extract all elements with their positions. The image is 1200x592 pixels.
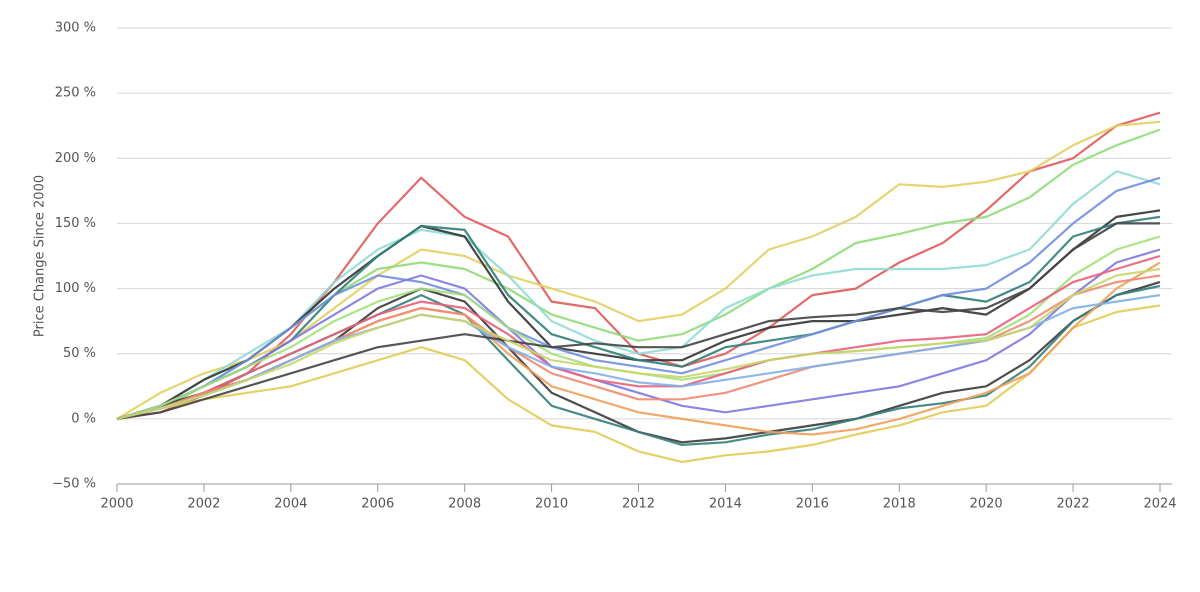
x-tick-label: 2024 (1143, 497, 1176, 512)
series-line (116, 176, 1161, 420)
y-tick-label: 150 % (55, 216, 96, 231)
y-tick-label: −50 % (52, 477, 96, 492)
y-tick-label: 300 % (55, 21, 96, 36)
x-tick-label: 2012 (622, 497, 655, 512)
series-line (116, 304, 1161, 463)
x-tick-label: 2016 (796, 497, 829, 512)
x-tick-label: 2018 (883, 497, 916, 512)
series-line (116, 254, 1161, 420)
x-tick-label: 2000 (100, 497, 133, 512)
x-tick-label: 2002 (187, 497, 220, 512)
y-axis-label: Price Change Since 2000 (33, 175, 48, 337)
x-tick-label: 2010 (535, 497, 568, 512)
x-tick-label: 2022 (1057, 497, 1090, 512)
x-tick-label: 2014 (709, 497, 742, 512)
x-tick-label: 2006 (361, 497, 394, 512)
series-line (116, 267, 1161, 420)
x-tick-label: 2004 (274, 497, 307, 512)
y-tick-label: 250 % (55, 86, 96, 101)
x-tick-label: 2008 (448, 497, 481, 512)
series-line (116, 248, 1161, 420)
series-line (116, 284, 1161, 446)
y-tick-label: 200 % (55, 151, 96, 166)
series-line (116, 209, 1161, 420)
x-tick-label: 2020 (970, 497, 1003, 512)
y-tick-label: 100 % (55, 281, 96, 296)
y-tick-label: 0 % (71, 411, 96, 426)
y-tick-label: 50 % (63, 346, 96, 361)
series-line (116, 222, 1160, 420)
